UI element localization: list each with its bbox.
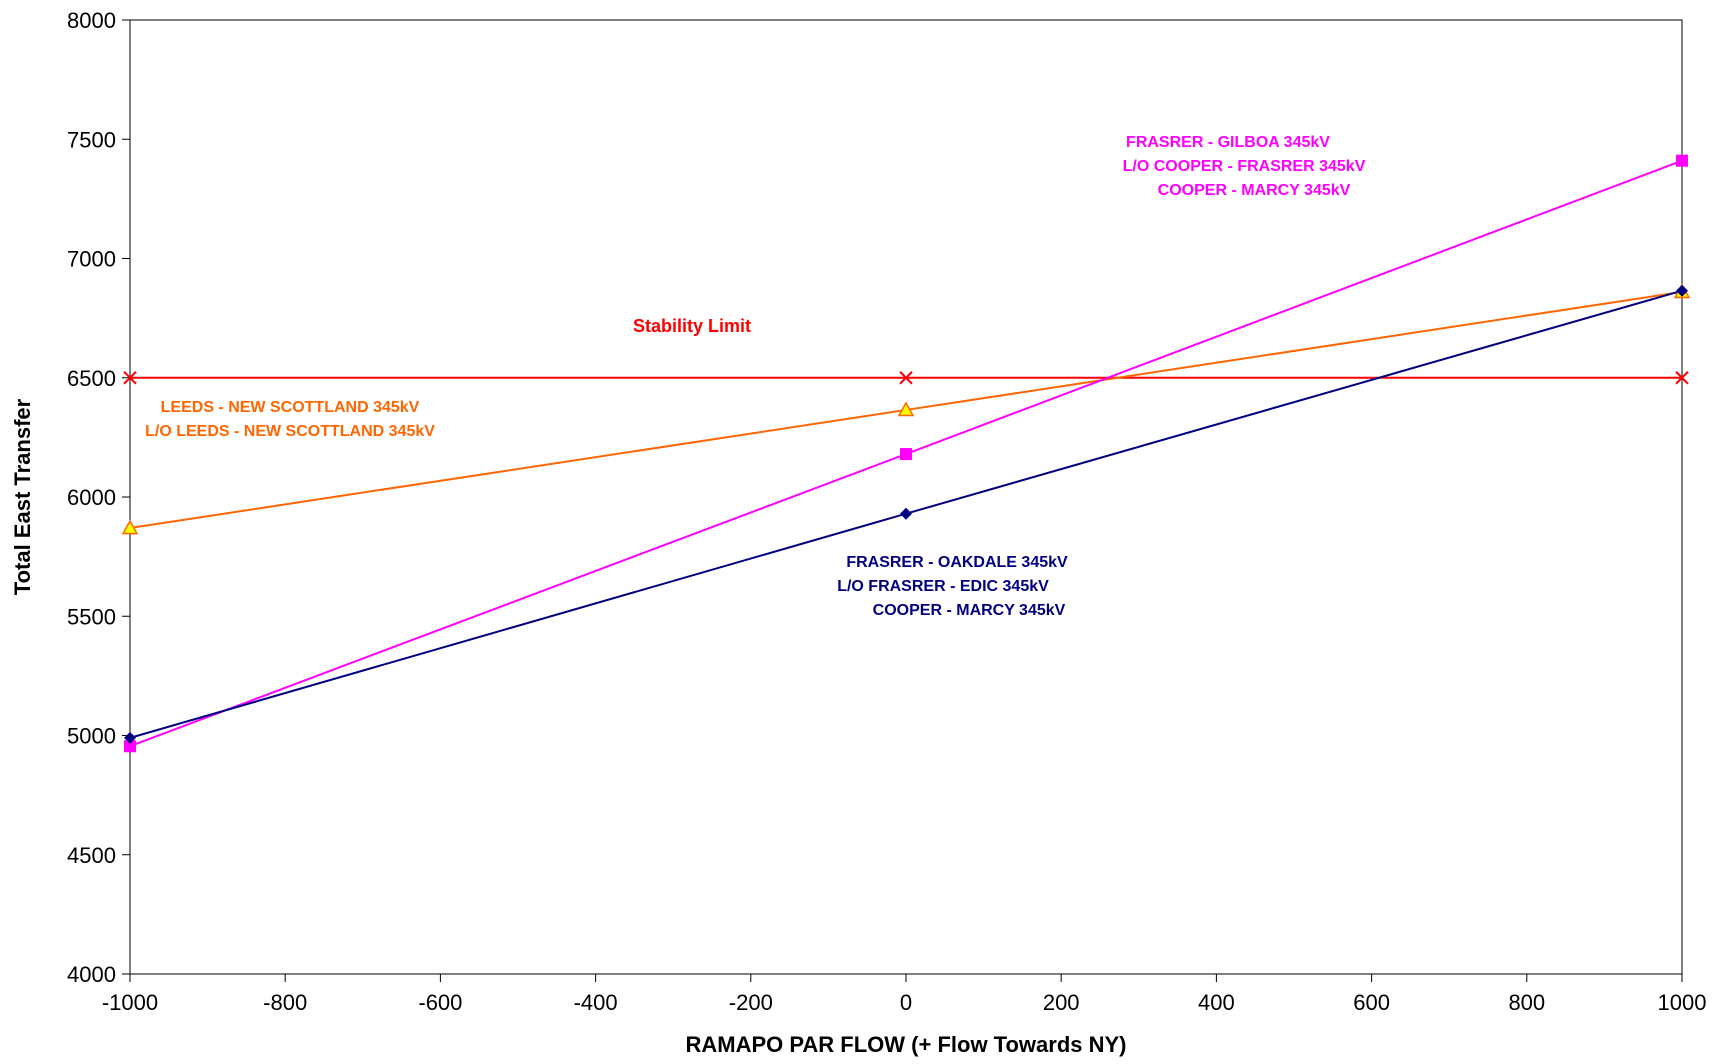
annotation-frasrer_oakdale-line: COOPER - MARCY 345kV — [873, 602, 1066, 619]
x-tick-label: 0 — [900, 990, 912, 1015]
annotation-frasrer_gilboa-line: L/O COOPER - FRASRER 345kV — [1123, 158, 1366, 175]
x-tick-label: -600 — [418, 990, 462, 1015]
y-tick-label: 6000 — [67, 485, 116, 510]
x-tick-label: -200 — [729, 990, 773, 1015]
annotation-leeds-line: L/O LEEDS - NEW SCOTTLAND 345kV — [145, 423, 435, 440]
data-point-stability — [899, 371, 913, 385]
x-tick-label: 1000 — [1658, 990, 1707, 1015]
data-point-leeds — [897, 401, 915, 417]
annotation-frasrer_gilboa-line: FRASRER - GILBOA 345kV — [1126, 134, 1330, 151]
x-tick-label: -400 — [574, 990, 618, 1015]
x-axis-title: RAMAPO PAR FLOW (+ Flow Towards NY) — [685, 1032, 1126, 1057]
x-tick-label: 800 — [1508, 990, 1545, 1015]
y-tick-label: 4500 — [67, 843, 116, 868]
data-point-stability — [1675, 371, 1689, 385]
y-tick-label: 5000 — [67, 724, 116, 749]
y-tick-label: 7500 — [67, 127, 116, 152]
x-tick-label: 400 — [1198, 990, 1235, 1015]
data-point-frasrer_gilboa — [1676, 154, 1688, 167]
annotation-leeds-line: LEEDS - NEW SCOTTLAND 345kV — [161, 399, 420, 416]
data-point-leeds — [121, 519, 139, 535]
data-point-frasrer_oakdale — [124, 731, 136, 744]
x-tick-label: 200 — [1043, 990, 1080, 1015]
plot-area — [129, 19, 1683, 975]
data-point-frasrer_gilboa — [124, 740, 136, 753]
data-point-frasrer_gilboa — [900, 448, 912, 461]
y-tick-label: 6500 — [67, 366, 116, 391]
y-tick-label: 8000 — [67, 8, 116, 33]
y-tick-label: 5500 — [67, 604, 116, 629]
data-point-frasrer_oakdale — [900, 507, 912, 520]
x-tick-label: -800 — [263, 990, 307, 1015]
x-tick-label: -1000 — [102, 990, 158, 1015]
y-axis-title: Total East Transfer — [10, 398, 35, 595]
annotation-frasrer_oakdale-line: L/O FRASRER - EDIC 345kV — [837, 578, 1049, 595]
annotation-frasrer_gilboa-line: COOPER - MARCY 345kV — [1158, 182, 1351, 199]
y-tick-label: 4000 — [67, 962, 116, 987]
annotation-stability-line: Stability Limit — [633, 316, 751, 336]
data-point-frasrer_oakdale — [1676, 284, 1688, 297]
annotation-frasrer_oakdale-line: FRASRER - OAKDALE 345kV — [846, 554, 1068, 571]
x-tick-label: 600 — [1353, 990, 1390, 1015]
data-point-stability — [123, 371, 137, 385]
y-tick-label: 7000 — [67, 247, 116, 272]
